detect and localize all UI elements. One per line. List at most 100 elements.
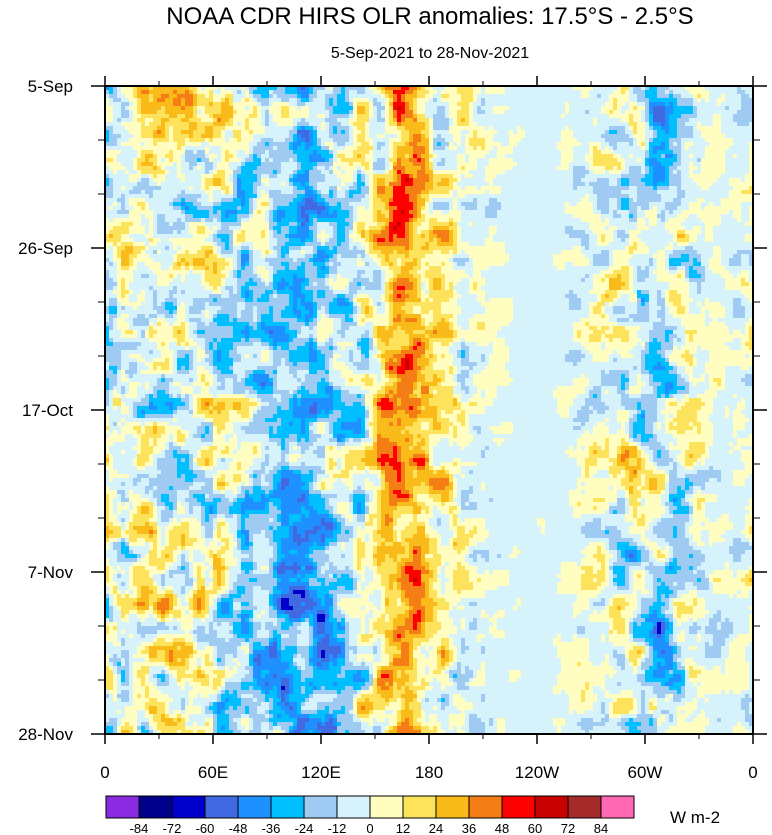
heatmap-cell <box>429 166 434 171</box>
heatmap-cell <box>373 298 382 303</box>
heatmap-cell <box>133 330 138 335</box>
heatmap-cell <box>413 226 418 231</box>
heatmap-cell <box>705 374 710 379</box>
heatmap-cell <box>373 322 390 327</box>
heatmap-cell <box>521 126 566 131</box>
heatmap-cell <box>301 246 314 251</box>
heatmap-cell <box>637 198 662 203</box>
heatmap-cell <box>673 170 678 175</box>
heatmap-cell <box>237 154 250 159</box>
heatmap-cell <box>329 194 334 199</box>
heatmap-cell <box>261 314 274 319</box>
heatmap-cell <box>349 286 362 291</box>
heatmap-cell <box>513 150 562 155</box>
heatmap-cell <box>233 102 258 107</box>
heatmap-cell <box>329 274 338 279</box>
heatmap-cell <box>385 90 394 95</box>
heatmap-cell <box>621 238 626 243</box>
heatmap-cell <box>625 386 630 391</box>
heatmap-cell <box>445 374 454 379</box>
heatmap-cell <box>317 166 326 171</box>
heatmap-cell <box>461 210 486 215</box>
heatmap-cell <box>257 266 266 271</box>
heatmap-cell <box>141 114 170 119</box>
heatmap-cell <box>357 166 362 171</box>
heatmap-cell <box>385 390 390 395</box>
heatmap-cell <box>281 106 290 111</box>
heatmap-cell <box>681 318 706 323</box>
heatmap-cell <box>233 90 238 95</box>
heatmap-cell <box>233 290 238 295</box>
heatmap-cell <box>593 170 606 175</box>
heatmap-cell <box>365 270 374 275</box>
heatmap-cell <box>193 262 206 267</box>
heatmap-cell <box>105 310 110 315</box>
heatmap-cell <box>741 254 750 259</box>
heatmap-cell <box>105 226 114 231</box>
heatmap-cell <box>245 290 250 295</box>
heatmap-cell <box>725 106 730 111</box>
heatmap-cell <box>433 278 442 283</box>
heatmap-cell <box>457 178 462 183</box>
heatmap-cell <box>269 174 278 179</box>
heatmap-cell <box>369 194 374 199</box>
heatmap-cell <box>145 226 150 231</box>
heatmap-cell <box>337 294 346 299</box>
heatmap-cell <box>509 354 566 359</box>
heatmap-cell <box>393 194 410 199</box>
heatmap-cell <box>225 278 238 283</box>
heatmap-cell <box>241 170 254 175</box>
heatmap-cell <box>333 98 338 103</box>
heatmap-cell <box>297 334 310 339</box>
heatmap-cell <box>513 378 574 383</box>
heatmap-cell <box>293 306 298 311</box>
heatmap-cell <box>713 246 722 251</box>
heatmap-cell <box>449 234 454 239</box>
heatmap-cell <box>349 90 358 95</box>
heatmap-cell <box>181 102 186 107</box>
heatmap-cell <box>345 314 350 319</box>
heatmap-cell <box>481 358 486 363</box>
heatmap-cell <box>629 118 634 123</box>
heatmap-cell <box>341 166 358 171</box>
heatmap-cell <box>105 206 110 211</box>
heatmap-cell <box>113 250 118 255</box>
heatmap-cell <box>397 390 414 395</box>
heatmap-cell <box>165 214 186 219</box>
heatmap-cell <box>149 350 154 355</box>
heatmap-cell <box>429 122 434 127</box>
heatmap-cell <box>389 370 398 375</box>
heatmap-cell <box>453 366 458 371</box>
heatmap-cell <box>169 238 206 243</box>
heatmap-cell <box>621 214 630 219</box>
heatmap-cell <box>305 238 314 243</box>
heatmap-cell <box>369 294 382 299</box>
heatmap-cell <box>213 354 218 359</box>
heatmap-cell <box>461 214 486 219</box>
heatmap-cell <box>329 278 334 283</box>
heatmap-cell <box>693 334 750 339</box>
heatmap-cell <box>465 158 470 163</box>
heatmap-cell <box>317 290 326 295</box>
heatmap-cell <box>497 334 574 339</box>
heatmap-cell <box>653 378 678 383</box>
heatmap-cell <box>613 330 630 335</box>
heatmap-cell <box>681 322 706 327</box>
heatmap-cell <box>421 370 446 375</box>
heatmap-cell <box>689 394 698 399</box>
heatmap-cell <box>385 86 402 91</box>
heatmap-cell <box>309 278 326 283</box>
heatmap-cell <box>609 338 614 343</box>
heatmap-cell <box>497 198 582 203</box>
heatmap-cell <box>377 194 394 199</box>
heatmap-cell <box>461 142 466 147</box>
heatmap-cell <box>709 142 734 147</box>
heatmap-cell <box>193 186 202 191</box>
heatmap-cell <box>333 398 342 403</box>
heatmap-cell <box>165 342 170 347</box>
heatmap-cell <box>237 278 250 283</box>
heatmap-cell <box>677 214 690 219</box>
heatmap-cell <box>121 378 130 383</box>
heatmap-cell <box>373 162 386 167</box>
heatmap-cell <box>161 130 166 135</box>
